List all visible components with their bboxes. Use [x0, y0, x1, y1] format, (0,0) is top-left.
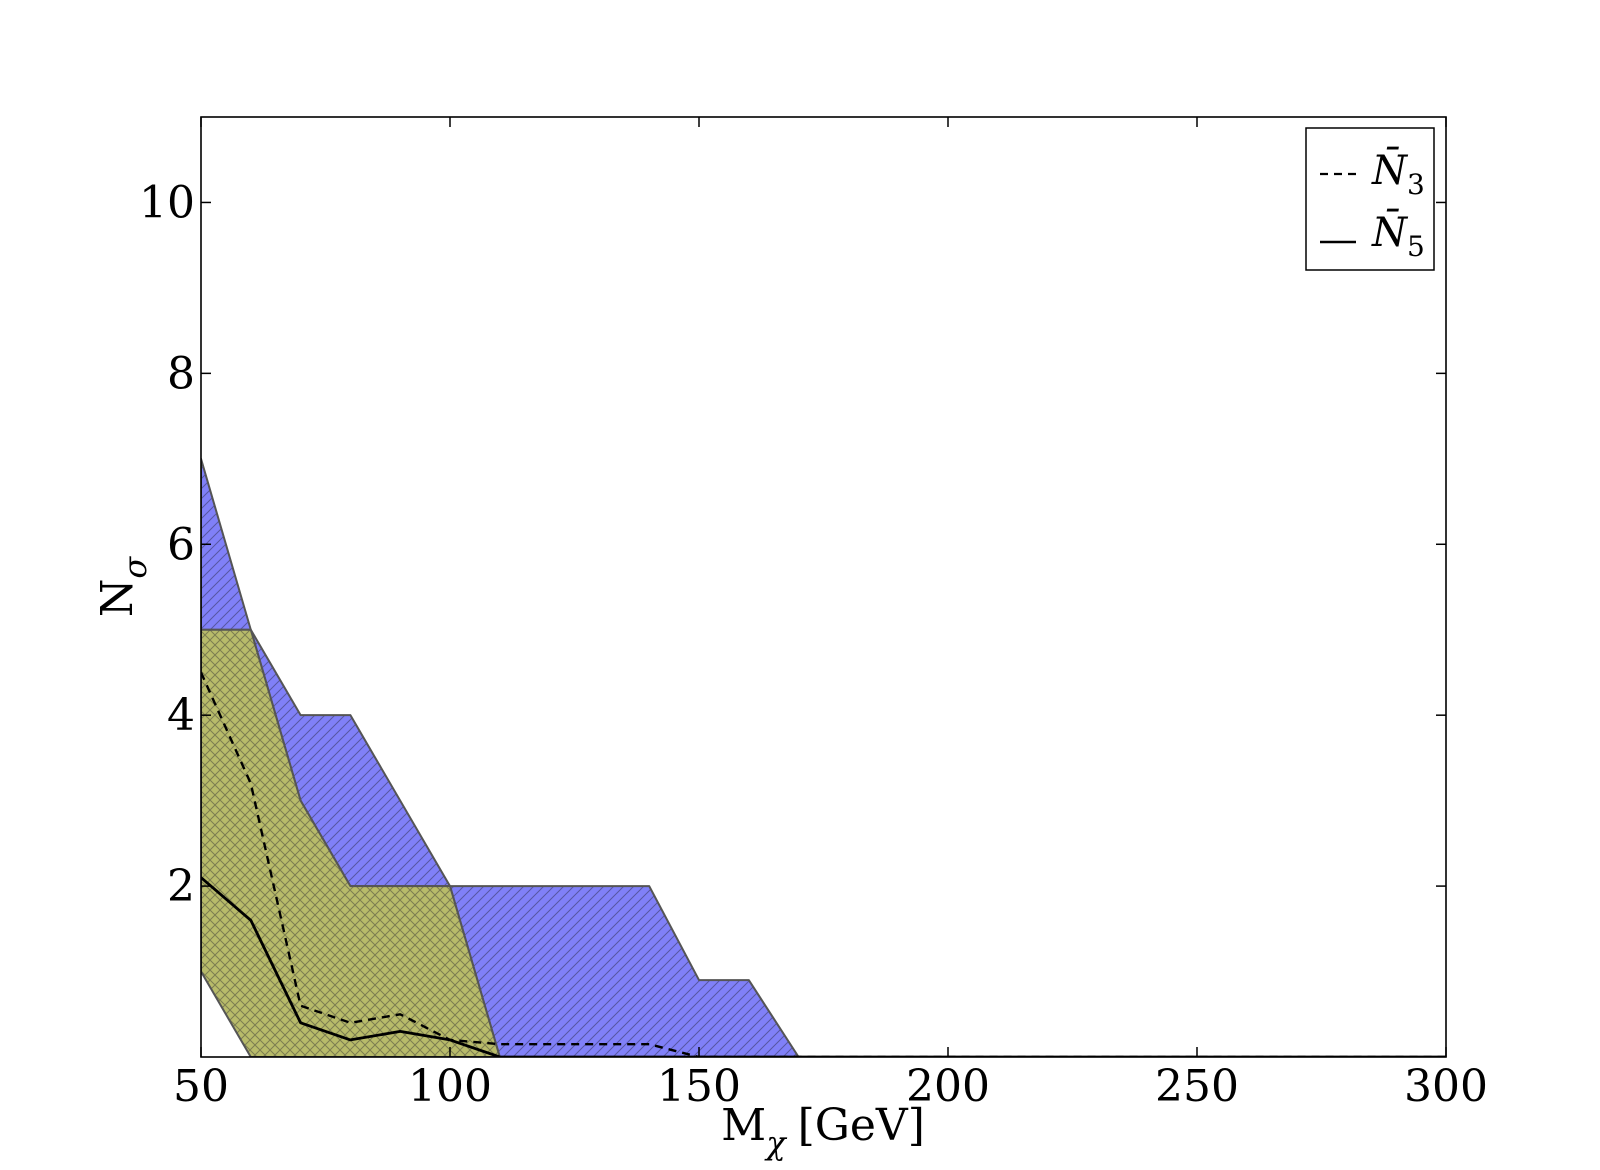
y-axis-subscript: σ	[116, 556, 154, 579]
legend-label-n3-base: N̄	[1371, 147, 1409, 194]
x-axis-title: Mχ [GeV]	[721, 1100, 925, 1162]
bands-layer	[201, 457, 800, 1057]
y-tick-label-8: 8	[167, 348, 195, 399]
x-tick-label-250: 250	[1155, 1061, 1239, 1112]
band-2-hatch	[201, 628, 501, 1057]
legend-label-n5-sub: 5	[1407, 230, 1425, 263]
plot-frame	[200, 116, 1447, 1058]
y-tick-label-4: 4	[167, 690, 195, 741]
legend-label-n3: N̄3	[1371, 147, 1425, 201]
legend-label-n5: N̄5	[1371, 209, 1425, 263]
x-axis-unit: [GeV]	[798, 1100, 925, 1151]
y-axis-title: Nσ	[92, 556, 154, 618]
ticks-layer: 50 100 150 200 250 300 2 4 6 8 10	[139, 117, 1488, 1112]
x-tick-label-100: 100	[408, 1061, 492, 1112]
y-axis-symbol: N	[92, 579, 143, 618]
legend-label-n5-base: N̄	[1371, 209, 1409, 256]
legend: N̄3 N̄5	[1305, 127, 1435, 271]
legend-label-n3-sub: 3	[1407, 168, 1425, 201]
x-tick-label-150: 150	[657, 1061, 741, 1112]
y-tick-label-10: 10	[139, 177, 195, 228]
series-line-5	[201, 876, 1446, 1057]
x-axis-subscript: χ	[764, 1124, 787, 1162]
x-axis-symbol: M	[721, 1100, 766, 1151]
x-tick-label-50: 50	[173, 1061, 229, 1112]
x-tick-label-300: 300	[1404, 1061, 1488, 1112]
lines-layer	[201, 671, 1446, 1057]
y-tick-label-2: 2	[167, 861, 195, 912]
y-tick-label-6: 6	[167, 519, 195, 570]
x-tick-label-200: 200	[906, 1061, 990, 1112]
legend-box	[1305, 127, 1435, 271]
